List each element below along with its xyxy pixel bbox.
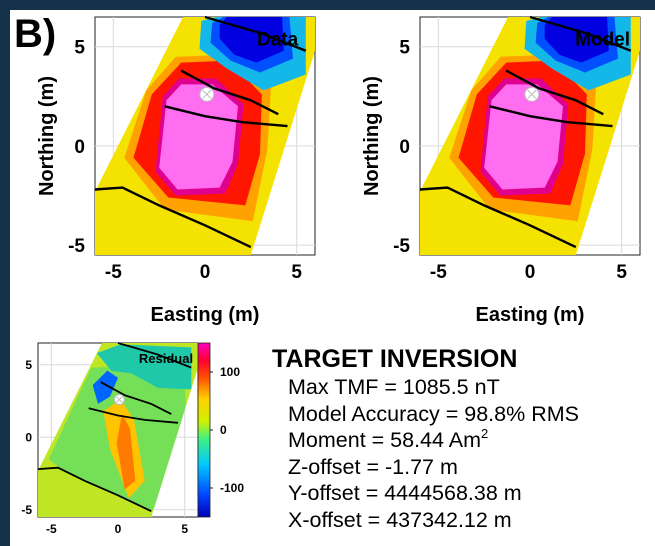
x-tick-label: 0 [200, 262, 211, 283]
colorbar-tick-label: 100 [220, 365, 240, 379]
chart-1: Model -5 0 5 -5 0 5 Easting (m) Northing (m) [361, 15, 641, 326]
x-axis-label: Easting (m) [151, 304, 260, 326]
y-axis-label: Northing (m) [36, 76, 58, 196]
max-tmf-text: Max TMF = 1085.5 nT [288, 375, 500, 399]
y-tick-label: 0 [25, 431, 32, 445]
survey-line [529, 15, 632, 52]
x-tick-label: 5 [616, 262, 627, 283]
summary-title: TARGET INVERSION [272, 345, 518, 373]
model-accuracy-text: Model Accuracy = 98.8% RMS [288, 401, 579, 426]
moment-line: Moment = 58.44 Am2 [288, 427, 655, 454]
field-contour [484, 84, 563, 190]
panel-title: Data [257, 30, 299, 51]
survey-line [164, 105, 288, 128]
x-tick-label: 5 [291, 262, 302, 283]
heatmap-field [420, 17, 640, 255]
figure-panel: B) Data -5 0 5 -5 0 5 Easting (m) Northing (m) Mo… [10, 10, 655, 546]
survey-line [117, 342, 192, 369]
field-contour [96, 344, 192, 390]
chart-0: Data -5 0 5 -5 0 5 Easting (m) Northing (m) [36, 15, 316, 326]
y-offset-text: Y-offset = 4444568.38 m [288, 481, 522, 505]
x-offset-text: X-offset = 437342.12 m [288, 507, 512, 532]
colorbar-tick-label: -100 [220, 481, 244, 495]
survey-line [204, 15, 307, 52]
panel-label: B) [14, 12, 57, 56]
y-axis-label: Northing (m) [361, 76, 383, 196]
y-tick-label: 5 [25, 358, 32, 372]
y-tick-label: -5 [393, 236, 410, 257]
survey-line [100, 381, 172, 415]
survey-line [88, 407, 179, 424]
z-offset-text: Z-offset = -1.77 m [288, 454, 458, 479]
source-marker-cross [115, 396, 123, 403]
colorbar-tick-label: 0 [220, 423, 227, 437]
x-tick-label: -5 [105, 262, 122, 283]
y-tick-label: 5 [399, 38, 410, 59]
survey-line [180, 69, 279, 116]
source-marker-cross [202, 89, 212, 99]
x-tick-label: 0 [525, 262, 536, 283]
colorbar [197, 342, 211, 518]
x-tick-label: 5 [181, 522, 188, 536]
y-tick-label: 5 [74, 38, 85, 59]
x-axis-label: Easting (m) [476, 304, 585, 326]
survey-line [37, 466, 152, 513]
moment-text: Moment = 58.44 Am [288, 428, 482, 452]
y-tick-label: -5 [68, 236, 85, 257]
y-tick-label: 0 [399, 137, 410, 158]
field-contour [159, 84, 238, 190]
chart-2: Residual -5 0 5 -5 0 5 100 0 -100 [21, 342, 244, 536]
source-marker-cross [527, 89, 537, 99]
panel-title: Model [575, 30, 630, 51]
survey-line [489, 105, 613, 128]
y-tick-label: 0 [74, 137, 85, 158]
panel-title: Residual [139, 351, 193, 366]
field-contour [116, 414, 136, 490]
survey-line [505, 69, 604, 116]
x-tick-label: -5 [430, 262, 447, 283]
y-tick-label: -5 [21, 503, 32, 517]
survey-line [94, 186, 252, 249]
moment-exponent: 2 [481, 426, 489, 441]
inversion-summary: TARGET INVERSION Max TMF = 1085.5 nT Mod… [272, 344, 655, 533]
x-tick-label: 0 [115, 522, 122, 536]
field-contour [92, 370, 118, 404]
survey-line [419, 186, 577, 249]
x-tick-label: -5 [46, 522, 57, 536]
